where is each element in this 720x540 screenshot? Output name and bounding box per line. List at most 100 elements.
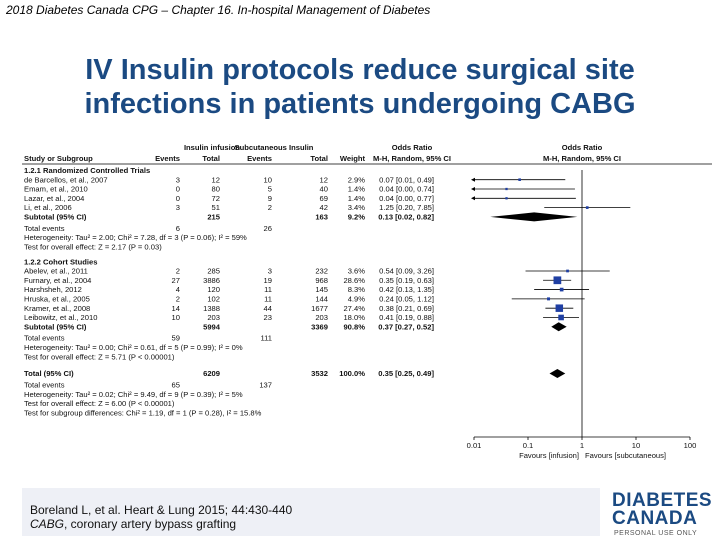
study-1-1-events1: 27: [172, 276, 180, 285]
study-1-3-total2: 144: [315, 294, 328, 303]
study-1-1-ci: 0.35 [0.19, 0.63]: [379, 276, 434, 285]
study-1-0-ci: 0.54 [0.09, 3.26]: [379, 267, 434, 276]
study-1-0-square: [566, 269, 569, 273]
study-1-2-events2: 11: [264, 285, 272, 294]
study-1-4-total1: 1388: [203, 304, 220, 313]
section-1-total-events1: 59: [172, 334, 180, 343]
x-tick-label-4: 100: [684, 441, 697, 450]
section-1-total-events-label: Total events: [24, 334, 65, 343]
section-0-subtotal-diamond: [490, 212, 578, 222]
study-0-0-events1: 3: [176, 175, 180, 184]
x-tick-label-1: 0.1: [523, 441, 534, 450]
section-0-label: 1.2.1 Randomized Controlled Trials: [24, 166, 150, 175]
study-1-3-name: Hruska, et al., 2005: [24, 294, 90, 303]
study-0-3-name: Li, et al., 2006: [24, 203, 72, 212]
total-events-label: Total events: [24, 380, 65, 389]
header-total1: Total: [202, 154, 220, 163]
study-1-5-events2: 23: [264, 313, 272, 322]
study-0-0-name: de Barcellos, et al., 2007: [24, 175, 108, 184]
section-0-overall-effect: Test for overall effect: Z = 2.17 (P = 0…: [24, 242, 162, 251]
study-0-1-weight: 1.4%: [348, 185, 366, 194]
study-1-5-name: Leibowitz, et al., 2010: [24, 313, 97, 322]
total-total1: 6209: [203, 369, 220, 378]
study-1-5-events1: 10: [172, 313, 180, 322]
section-0-subtotal-ci: 0.13 [0.02, 0.82]: [378, 213, 434, 222]
study-0-1-events1: 0: [176, 185, 180, 194]
study-1-0-events1: 2: [176, 267, 180, 276]
study-0-1-total1: 80: [212, 185, 220, 194]
abbr-definition: , coronary artery bypass grafting: [64, 517, 237, 531]
study-1-3-square: [547, 297, 551, 301]
section-0-total-events2: 26: [264, 224, 272, 233]
study-0-2-events2: 9: [268, 194, 272, 203]
logo-canada: CANADA: [612, 508, 698, 529]
x-tick-label-0: 0.01: [467, 441, 482, 450]
abbr-term: CABG: [30, 517, 65, 531]
header-study: Study or Subgroup: [24, 154, 93, 163]
study-0-2-events1: 0: [176, 194, 180, 203]
total-weight: 100.0%: [339, 369, 365, 378]
study-1-2-total1: 120: [207, 285, 220, 294]
header-total2: Total: [310, 154, 328, 163]
x-tick-label-3: 10: [632, 441, 640, 450]
study-1-3-weight: 4.9%: [348, 294, 366, 303]
study-1-5-total2: 203: [315, 313, 328, 322]
section-1-total-events2: 111: [260, 334, 272, 343]
study-0-0-ci: 0.07 [0.01, 0.49]: [379, 175, 434, 184]
study-0-0-ci-arrow: [471, 177, 475, 182]
footer-reference: Boreland L, et al. Heart & Lung 2015; 44…: [30, 503, 293, 517]
study-0-1-total2: 40: [320, 185, 328, 194]
study-1-1-weight: 28.6%: [343, 276, 365, 285]
study-1-2-ci: 0.42 [0.13, 1.35]: [379, 285, 434, 294]
study-1-1-events2: 19: [264, 276, 272, 285]
study-1-3-events2: 11: [264, 294, 272, 303]
section-1-label: 1.2.2 Cohort Studies: [24, 257, 97, 266]
header-or-plot: Odds Ratio: [562, 143, 603, 152]
study-1-2-square: [559, 287, 564, 292]
study-1-4-name: Kramer, et al., 2008: [24, 304, 90, 313]
section-1-subtotal-ci: 0.37 [0.27, 0.52]: [378, 322, 434, 331]
subgroup-differences: Test for subgroup differences: Chi² = 1.…: [24, 408, 262, 417]
header-group1: Insulin infusion: [184, 143, 240, 152]
study-0-0-square: [518, 178, 521, 181]
header-events1: Events: [155, 154, 180, 163]
study-0-2-total2: 69: [320, 194, 328, 203]
study-1-0-events2: 3: [268, 267, 272, 276]
section-1-subtotal-diamond: [551, 322, 567, 332]
section-0-subtotal-label: Subtotal (95% CI): [24, 213, 87, 222]
study-0-3-events1: 3: [176, 203, 180, 212]
study-1-0-name: Abelev, et al., 2011: [24, 267, 88, 276]
section-1-overall-effect: Test for overall effect: Z = 5.71 (P < 0…: [24, 352, 175, 361]
study-1-3-events1: 2: [176, 294, 180, 303]
slide-header: 2018 Diabetes Canada CPG – Chapter 16. I…: [6, 3, 431, 17]
total-events2: 137: [259, 380, 272, 389]
study-0-2-name: Lazar, et al., 2004: [24, 194, 84, 203]
study-1-2-events1: 4: [176, 285, 180, 294]
section-0-total-events-label: Total events: [24, 224, 65, 233]
study-1-4-events2: 44: [264, 304, 272, 313]
footer-panel: [22, 488, 600, 536]
study-0-2-total1: 72: [212, 194, 220, 203]
section-0-total-events1: 6: [176, 224, 180, 233]
study-0-2-ci-arrow: [471, 196, 475, 201]
study-0-1-square: [505, 187, 508, 191]
study-0-3-events2: 2: [268, 203, 272, 212]
study-1-0-weight: 3.6%: [348, 267, 366, 276]
x-tick-label-2: 1: [580, 441, 584, 450]
total-total2: 3532: [311, 369, 328, 378]
logo-diabetes: DIABETES: [612, 490, 713, 511]
study-1-3-total1: 102: [207, 294, 220, 303]
study-0-1-name: Emam, et al., 2010: [24, 185, 88, 194]
total-overall-effect: Test for overall effect: Z = 6.00 (P < 0…: [24, 399, 175, 408]
study-1-0-total1: 285: [207, 267, 220, 276]
study-1-1-name: Furnary, et al., 2004: [24, 276, 91, 285]
study-0-1-ci-arrow: [471, 187, 475, 191]
footer-abbreviation: CABG, coronary artery bypass grafting: [30, 517, 236, 531]
study-0-1-events2: 5: [268, 185, 272, 194]
total-ci: 0.35 [0.25, 0.49]: [378, 369, 434, 378]
section-0-subtotal-weight: 9.2%: [348, 213, 366, 222]
section-1-subtotal-total1: 5994: [203, 322, 221, 331]
study-1-2-name: Harshsheh, 2012: [24, 285, 82, 294]
slide-title-line1: IV Insulin protocols reduce surgical sit…: [85, 54, 635, 86]
